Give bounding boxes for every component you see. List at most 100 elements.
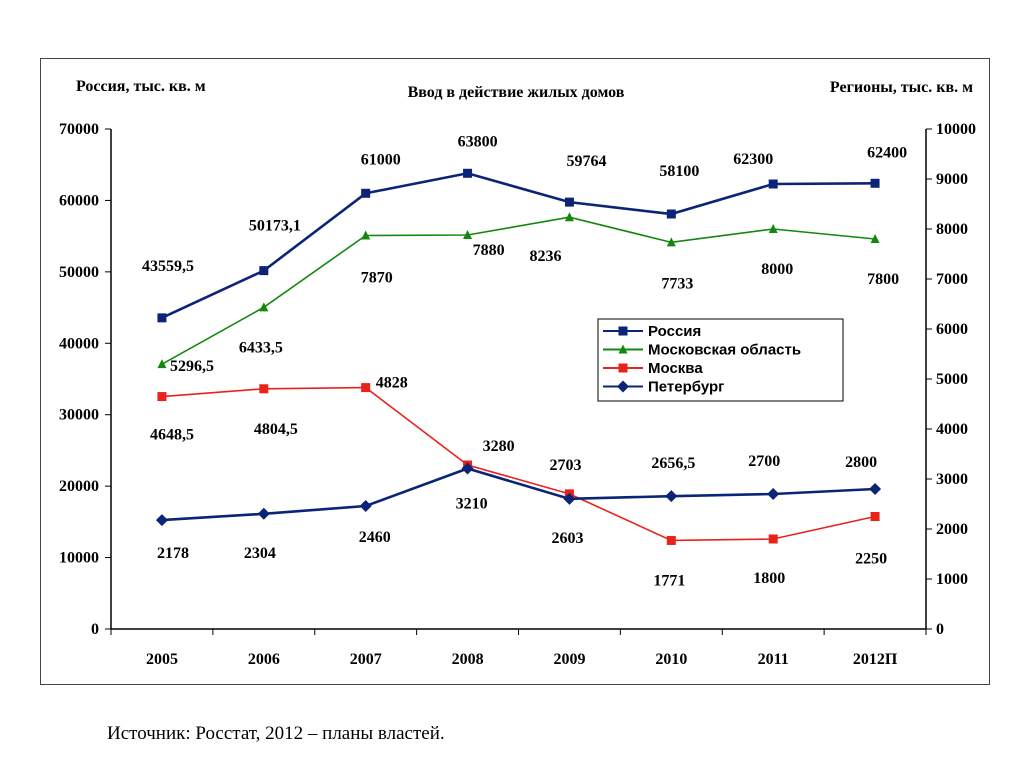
series-point [564, 197, 574, 207]
left-tick-label: 60000 [59, 192, 99, 209]
x-tick-label: 2012П [853, 651, 898, 668]
series-point [461, 462, 474, 475]
series-point [870, 512, 880, 521]
series-point [463, 168, 473, 178]
data-label: 4828 [376, 375, 408, 392]
series-point [768, 534, 778, 544]
series-point [361, 188, 371, 198]
data-label: 59764 [566, 153, 606, 170]
data-label: 61000 [361, 151, 401, 168]
series-point [870, 234, 880, 243]
series-point [767, 488, 780, 500]
data-label: 2304 [244, 545, 276, 562]
data-label: 3280 [483, 438, 515, 455]
left-tick-label: 50000 [59, 264, 99, 281]
data-label: 5296,5 [170, 358, 214, 375]
right-tick-label: 5000 [936, 371, 968, 388]
data-label: 2250 [855, 551, 887, 568]
right-tick-label: 0 [936, 621, 944, 638]
series-line [161, 216, 876, 365]
series-point [155, 514, 168, 527]
right-tick-label: 4000 [936, 421, 968, 438]
left-tick-label: 30000 [59, 407, 99, 424]
x-tick-label: 2010 [655, 651, 687, 668]
left-tick-label: 0 [91, 621, 99, 638]
data-label: 2603 [551, 530, 583, 547]
data-label: 43559,5 [142, 258, 194, 275]
legend-entry: Петербург [648, 379, 724, 396]
data-label: 62400 [867, 144, 907, 161]
data-label: 7870 [361, 270, 393, 287]
data-label: 58100 [659, 163, 699, 180]
data-label: 1771 [653, 572, 685, 589]
series-point [157, 392, 167, 402]
series-point [257, 507, 270, 520]
right-tick-label: 9000 [936, 171, 968, 188]
series-point [259, 266, 269, 276]
series-point [157, 313, 167, 323]
data-label: 2178 [157, 545, 189, 562]
left-tick-label: 20000 [59, 478, 99, 495]
left-tick-label: 40000 [59, 335, 99, 352]
right-tick-label: 2000 [936, 521, 968, 538]
series-point [259, 302, 269, 312]
x-tick-label: 2007 [350, 651, 382, 668]
data-label: 2460 [359, 529, 391, 546]
series-point [157, 359, 167, 369]
data-label: 63800 [458, 133, 498, 150]
right-tick-label: 10000 [936, 121, 976, 138]
source-note: Источник: Росстат, 2012 – планы властей. [107, 723, 445, 744]
data-label: 2656,5 [651, 455, 695, 472]
legend-marker [618, 363, 628, 373]
chart-title: Ввод в действие жилых домов [408, 84, 625, 101]
data-label: 7880 [473, 242, 505, 259]
series-point [666, 237, 676, 247]
data-label: 6433,5 [239, 339, 283, 356]
legend-entry: Московская область [648, 342, 801, 359]
legend-marker [617, 380, 629, 393]
data-label: 7733 [661, 275, 693, 292]
data-label: 2700 [748, 453, 780, 470]
data-label: 8236 [529, 248, 561, 265]
right-tick-label: 1000 [936, 571, 968, 588]
series-point [666, 209, 676, 219]
legend-entry: Москва [648, 360, 703, 377]
x-tick-label: 2008 [452, 651, 484, 668]
data-label: 2800 [845, 454, 877, 471]
x-tick-label: 2011 [758, 651, 789, 668]
x-tick-label: 2005 [146, 651, 178, 668]
series-point [563, 492, 576, 505]
series-point [768, 179, 778, 189]
series-point [564, 212, 574, 222]
series-point [259, 384, 269, 394]
right-tick-label: 3000 [936, 471, 968, 488]
legend-entry: Россия [648, 323, 701, 340]
series-point [869, 483, 882, 495]
data-label: 8000 [761, 261, 793, 278]
series-point [361, 383, 371, 393]
data-label: 7800 [867, 271, 899, 288]
series-point [768, 224, 778, 233]
series-line [161, 386, 876, 542]
left-tick-label: 10000 [59, 550, 99, 567]
series-point [361, 230, 371, 240]
left-axis-title: Россия, тыс. кв. м [76, 78, 206, 95]
data-label: 62300 [733, 151, 773, 168]
legend-marker [618, 326, 628, 336]
data-label: 2703 [549, 457, 581, 474]
right-axis-title: Регионы, тыс. кв. м [830, 79, 973, 96]
legend-marker [618, 344, 628, 354]
series-point [870, 178, 880, 188]
right-tick-label: 8000 [936, 221, 968, 238]
data-label: 3210 [456, 496, 488, 513]
chart-frame: Россия, тыс. кв. м Ввод в действие жилых … [40, 58, 990, 685]
series-point [359, 500, 372, 512]
series-line [161, 467, 876, 522]
data-label: 1800 [753, 570, 785, 587]
data-label: 4648,5 [150, 427, 194, 444]
data-label: 4804,5 [254, 421, 298, 438]
x-tick-label: 2009 [553, 651, 585, 668]
series-point [665, 490, 678, 503]
series-point [666, 535, 676, 545]
chart-svg: Россия, тыс. кв. м Ввод в действие жилых … [59, 78, 976, 668]
